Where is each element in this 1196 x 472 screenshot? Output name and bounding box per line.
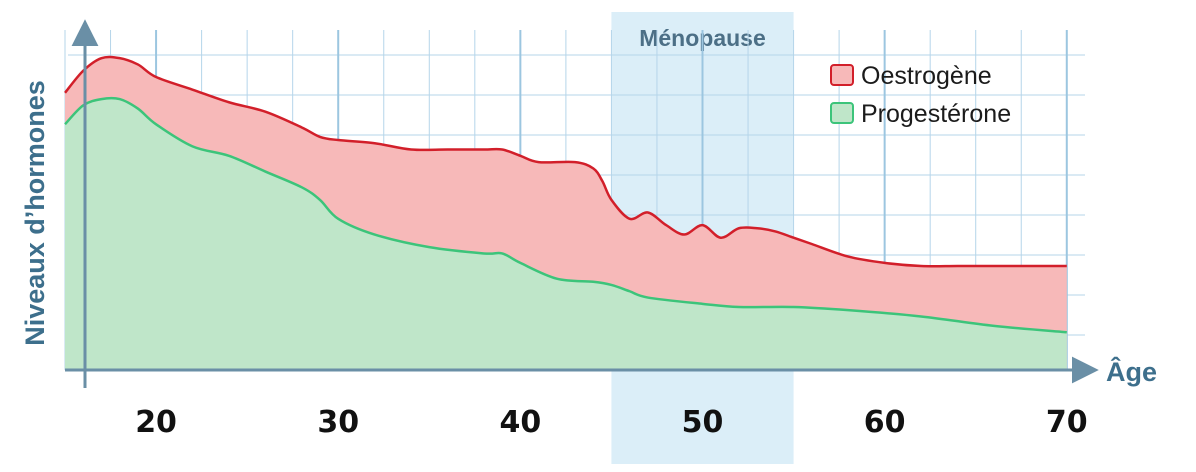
x-tick-label: 50	[682, 405, 724, 440]
area-progesterone	[65, 98, 1067, 371]
x-tick-label: 20	[135, 405, 177, 440]
series-areas	[64, 55, 1067, 371]
series-line-oestrogene	[64, 55, 1067, 268]
x-tick-label: 40	[499, 405, 541, 440]
x-tick-label: 60	[864, 405, 906, 440]
x-axis-title: Âge	[1106, 356, 1157, 387]
x-tick-label: 70	[1046, 405, 1088, 440]
series-line-progesterone	[64, 96, 1067, 334]
legend-swatch-oestrogene	[830, 64, 854, 86]
legend: Oestrogène Progestérone	[830, 62, 1011, 128]
x-tick-label: 30	[317, 405, 359, 440]
axes: Âge Niveaux d’hormones	[20, 19, 1157, 388]
legend-label-oestrogene: Oestrogène	[861, 62, 992, 90]
x-tick-labels: 20 30 40 50 60 70	[135, 405, 1087, 440]
legend-label-progesterone: Progestérone	[861, 100, 1011, 128]
y-axis-title: Niveaux d’hormones	[20, 80, 50, 346]
legend-swatch-progesterone	[830, 102, 854, 124]
